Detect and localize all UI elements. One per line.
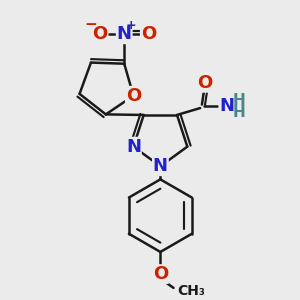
Text: O: O xyxy=(126,87,141,105)
Text: O: O xyxy=(197,74,212,92)
Text: H: H xyxy=(232,93,245,108)
Text: N: N xyxy=(117,26,132,44)
Text: N: N xyxy=(153,157,168,175)
Text: CH₃: CH₃ xyxy=(178,284,206,298)
Text: N: N xyxy=(219,97,234,115)
Text: O: O xyxy=(153,265,168,283)
Text: H: H xyxy=(232,105,245,120)
Text: −: − xyxy=(84,17,97,32)
Text: +: + xyxy=(125,19,136,32)
Text: O: O xyxy=(92,26,108,44)
Text: N: N xyxy=(126,138,141,156)
Text: O: O xyxy=(141,26,156,44)
